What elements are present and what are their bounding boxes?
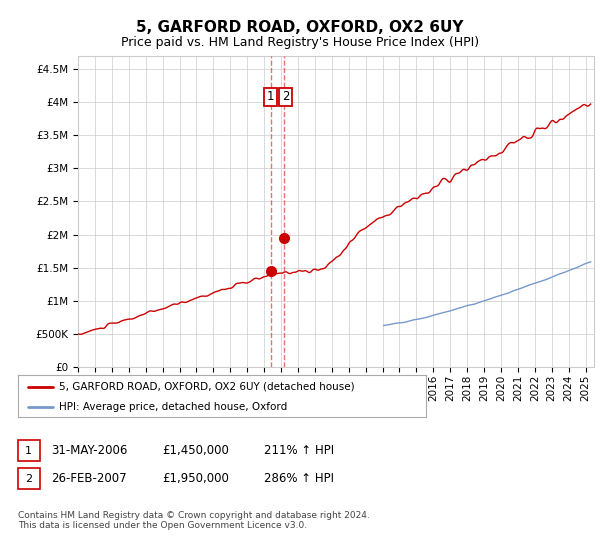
Text: 5, GARFORD ROAD, OXFORD, OX2 6UY (detached house): 5, GARFORD ROAD, OXFORD, OX2 6UY (detach… xyxy=(59,382,355,392)
Text: Contains HM Land Registry data © Crown copyright and database right 2024.
This d: Contains HM Land Registry data © Crown c… xyxy=(18,511,370,530)
Text: £1,950,000: £1,950,000 xyxy=(162,472,229,486)
Text: 2: 2 xyxy=(282,91,290,104)
Text: HPI: Average price, detached house, Oxford: HPI: Average price, detached house, Oxfo… xyxy=(59,402,287,412)
Text: 5, GARFORD ROAD, OXFORD, OX2 6UY: 5, GARFORD ROAD, OXFORD, OX2 6UY xyxy=(136,20,464,35)
Text: 1: 1 xyxy=(25,446,32,456)
Text: 211% ↑ HPI: 211% ↑ HPI xyxy=(264,444,334,458)
Text: 31-MAY-2006: 31-MAY-2006 xyxy=(51,444,127,458)
Text: 2: 2 xyxy=(25,474,32,484)
Text: 26-FEB-2007: 26-FEB-2007 xyxy=(51,472,127,486)
Text: 286% ↑ HPI: 286% ↑ HPI xyxy=(264,472,334,486)
Text: 1: 1 xyxy=(266,91,274,104)
Text: Price paid vs. HM Land Registry's House Price Index (HPI): Price paid vs. HM Land Registry's House … xyxy=(121,36,479,49)
Text: £1,450,000: £1,450,000 xyxy=(162,444,229,458)
